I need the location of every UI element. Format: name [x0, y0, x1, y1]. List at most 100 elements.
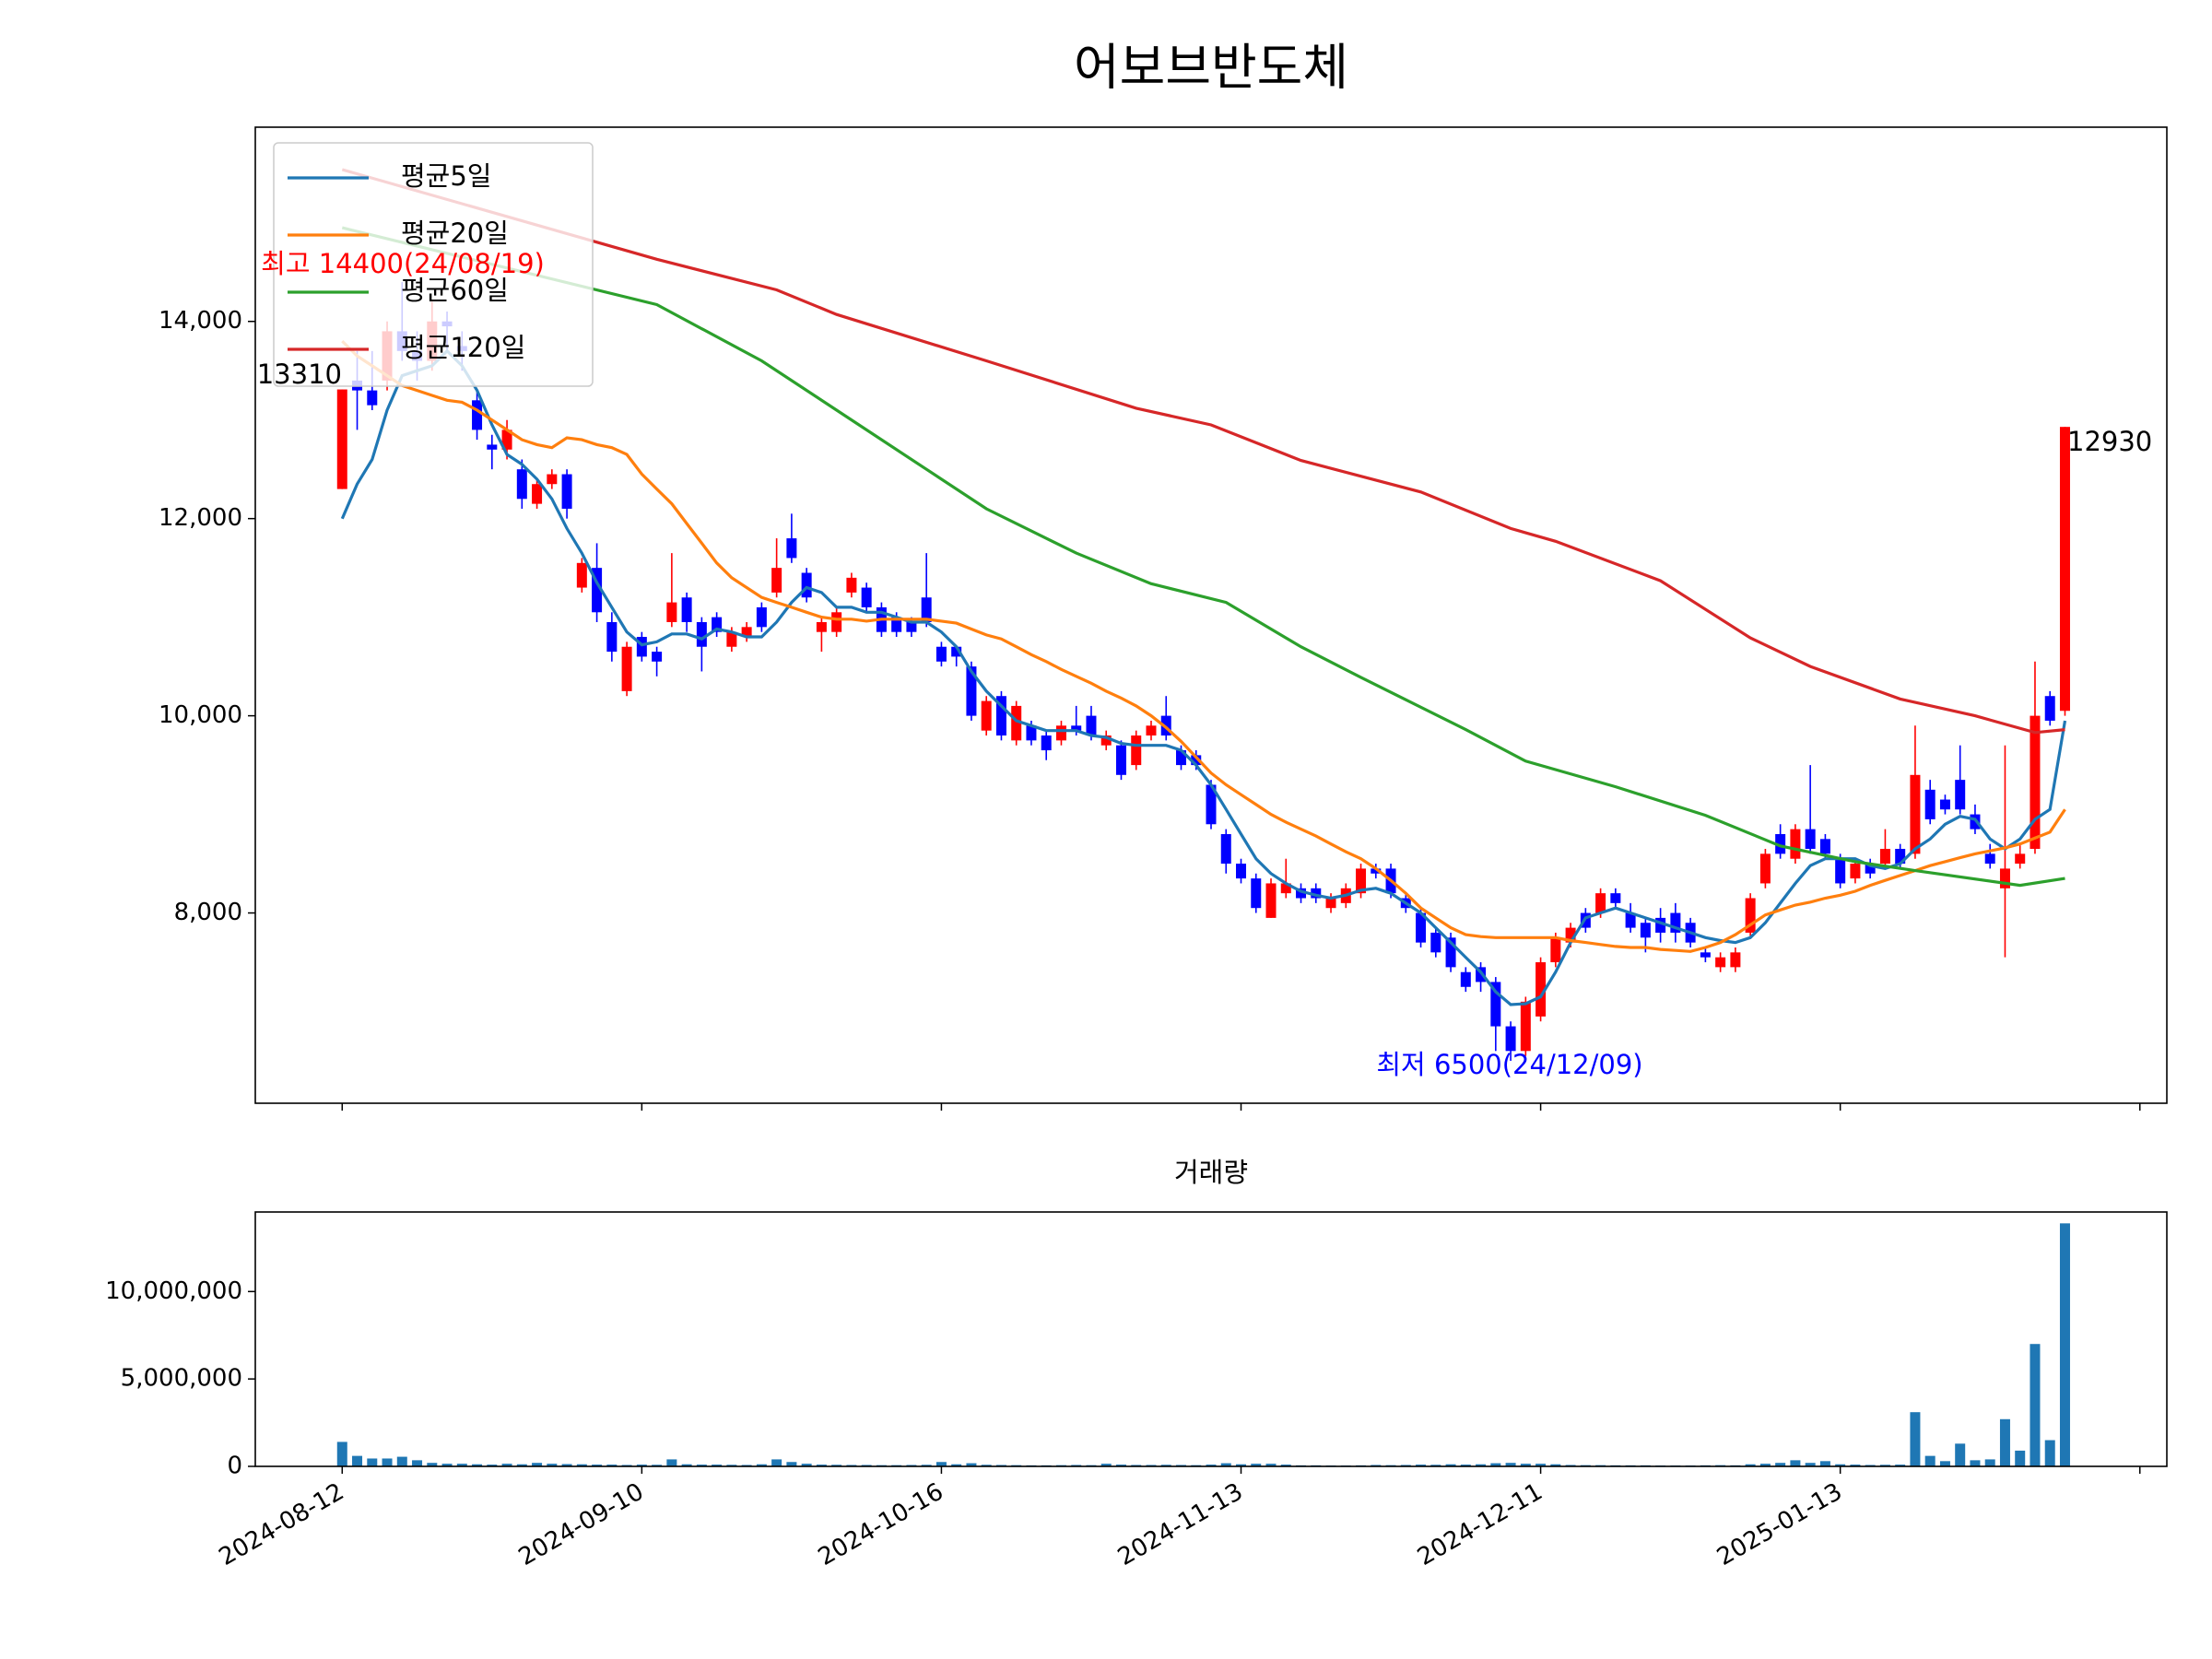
candle-body [2059, 427, 2070, 712]
volume-bar [472, 1464, 483, 1466]
volume-bar [1445, 1464, 1456, 1466]
candle-body [666, 602, 677, 622]
ma-line [340, 348, 2067, 1006]
ma-line [341, 168, 2065, 735]
candle-body [532, 484, 543, 504]
candle-body [1086, 715, 1097, 736]
volume-bar [1236, 1464, 1247, 1466]
candle-body [1430, 932, 1441, 953]
candle-body [681, 597, 692, 622]
volume-bar [1115, 1465, 1126, 1466]
volume-bar [1520, 1464, 1531, 1466]
candle-body [801, 572, 812, 598]
annotation-first: 13310 [257, 359, 342, 390]
volume-bar [1790, 1460, 1801, 1466]
volume-bar [1759, 1464, 1771, 1466]
candle-body [1759, 853, 1771, 884]
volume-bar [1416, 1465, 1427, 1466]
candle-body [951, 646, 962, 657]
annotation-high: 최고 14400(24/08/19) [261, 248, 545, 279]
legend-label: 평균5일 [401, 160, 492, 192]
volume-bar [1955, 1443, 1966, 1466]
candle-body [861, 587, 872, 607]
candle-body [1356, 868, 1367, 894]
volume-bar [547, 1464, 558, 1466]
legend-frame [273, 142, 594, 387]
candle-body [1055, 725, 1066, 741]
volume-bar [1775, 1463, 1786, 1466]
candle-body [1730, 952, 1741, 968]
volume-bar [487, 1465, 498, 1466]
candle-body [1041, 735, 1052, 751]
volume-bar [1251, 1464, 1262, 1466]
y-tick-label: 0 [227, 1453, 242, 1480]
volume-bar [1819, 1461, 1830, 1466]
volume-bar [1910, 1412, 1921, 1466]
candle-body [516, 469, 527, 500]
volume-bar [681, 1464, 692, 1466]
volume-bar [771, 1459, 782, 1466]
volume-bar [1879, 1465, 1890, 1466]
candle-body [592, 568, 603, 613]
candle-body [1371, 868, 1382, 874]
candle-body [1910, 774, 1921, 854]
chart-title: 어보브반도체 [1074, 39, 1348, 97]
candle-body [1460, 971, 1471, 987]
candle-body [1895, 849, 1906, 865]
candle-body [621, 646, 632, 691]
y-tick-label: 10,000 [159, 701, 242, 729]
volume-bar [1970, 1460, 1981, 1466]
candle-body [1865, 864, 1876, 874]
candle-body [921, 597, 932, 622]
candle-body [1206, 784, 1217, 825]
candle-body [487, 444, 498, 450]
y-tick-label: 5,000,000 [121, 1365, 242, 1393]
volume-bar [501, 1464, 512, 1466]
volume-bar [712, 1465, 723, 1466]
candle-body [652, 652, 663, 662]
volume-bar [561, 1464, 572, 1466]
volume-bar [636, 1465, 647, 1466]
candle-body [966, 666, 977, 716]
candle-body [771, 568, 782, 593]
ma-line [341, 339, 2066, 953]
volume-bar [606, 1465, 618, 1466]
volume-bar [1430, 1465, 1441, 1466]
candle-body [1700, 952, 1711, 958]
candle-body [981, 700, 992, 731]
candle-body [1265, 883, 1277, 918]
volume-bar [801, 1464, 812, 1466]
volume-bar [1939, 1461, 1950, 1466]
candle-body [1325, 898, 1336, 909]
volume-bar [396, 1456, 407, 1466]
y-tick-label: 10,000,000 [105, 1277, 242, 1305]
candle-body [1775, 833, 1786, 854]
candle-body [1236, 864, 1247, 879]
candle-body [2044, 696, 2055, 721]
volume-bar [921, 1465, 932, 1466]
candle-body [1924, 789, 1936, 819]
candle-body [1131, 735, 1142, 766]
candle-body [1296, 888, 1307, 899]
candle-body [2030, 715, 2041, 850]
candle-body [1505, 1026, 1516, 1052]
legend-label: 평균20일 [401, 218, 509, 249]
legend-label: 평균60일 [401, 275, 509, 306]
volume-bar [1100, 1464, 1112, 1466]
candle-body [712, 617, 723, 632]
candle-body [1535, 962, 1547, 1017]
volume-bar [441, 1464, 453, 1466]
volume-bar [1280, 1465, 1291, 1466]
volume-bar [456, 1464, 467, 1466]
volume-bar [696, 1465, 707, 1466]
volume-bar [352, 1455, 363, 1466]
volume-bar [951, 1464, 962, 1466]
candle-body [891, 617, 902, 632]
volume-bar [1160, 1465, 1171, 1466]
volume-bar [516, 1464, 527, 1466]
candle-body [741, 627, 752, 638]
candle-body [547, 474, 558, 485]
